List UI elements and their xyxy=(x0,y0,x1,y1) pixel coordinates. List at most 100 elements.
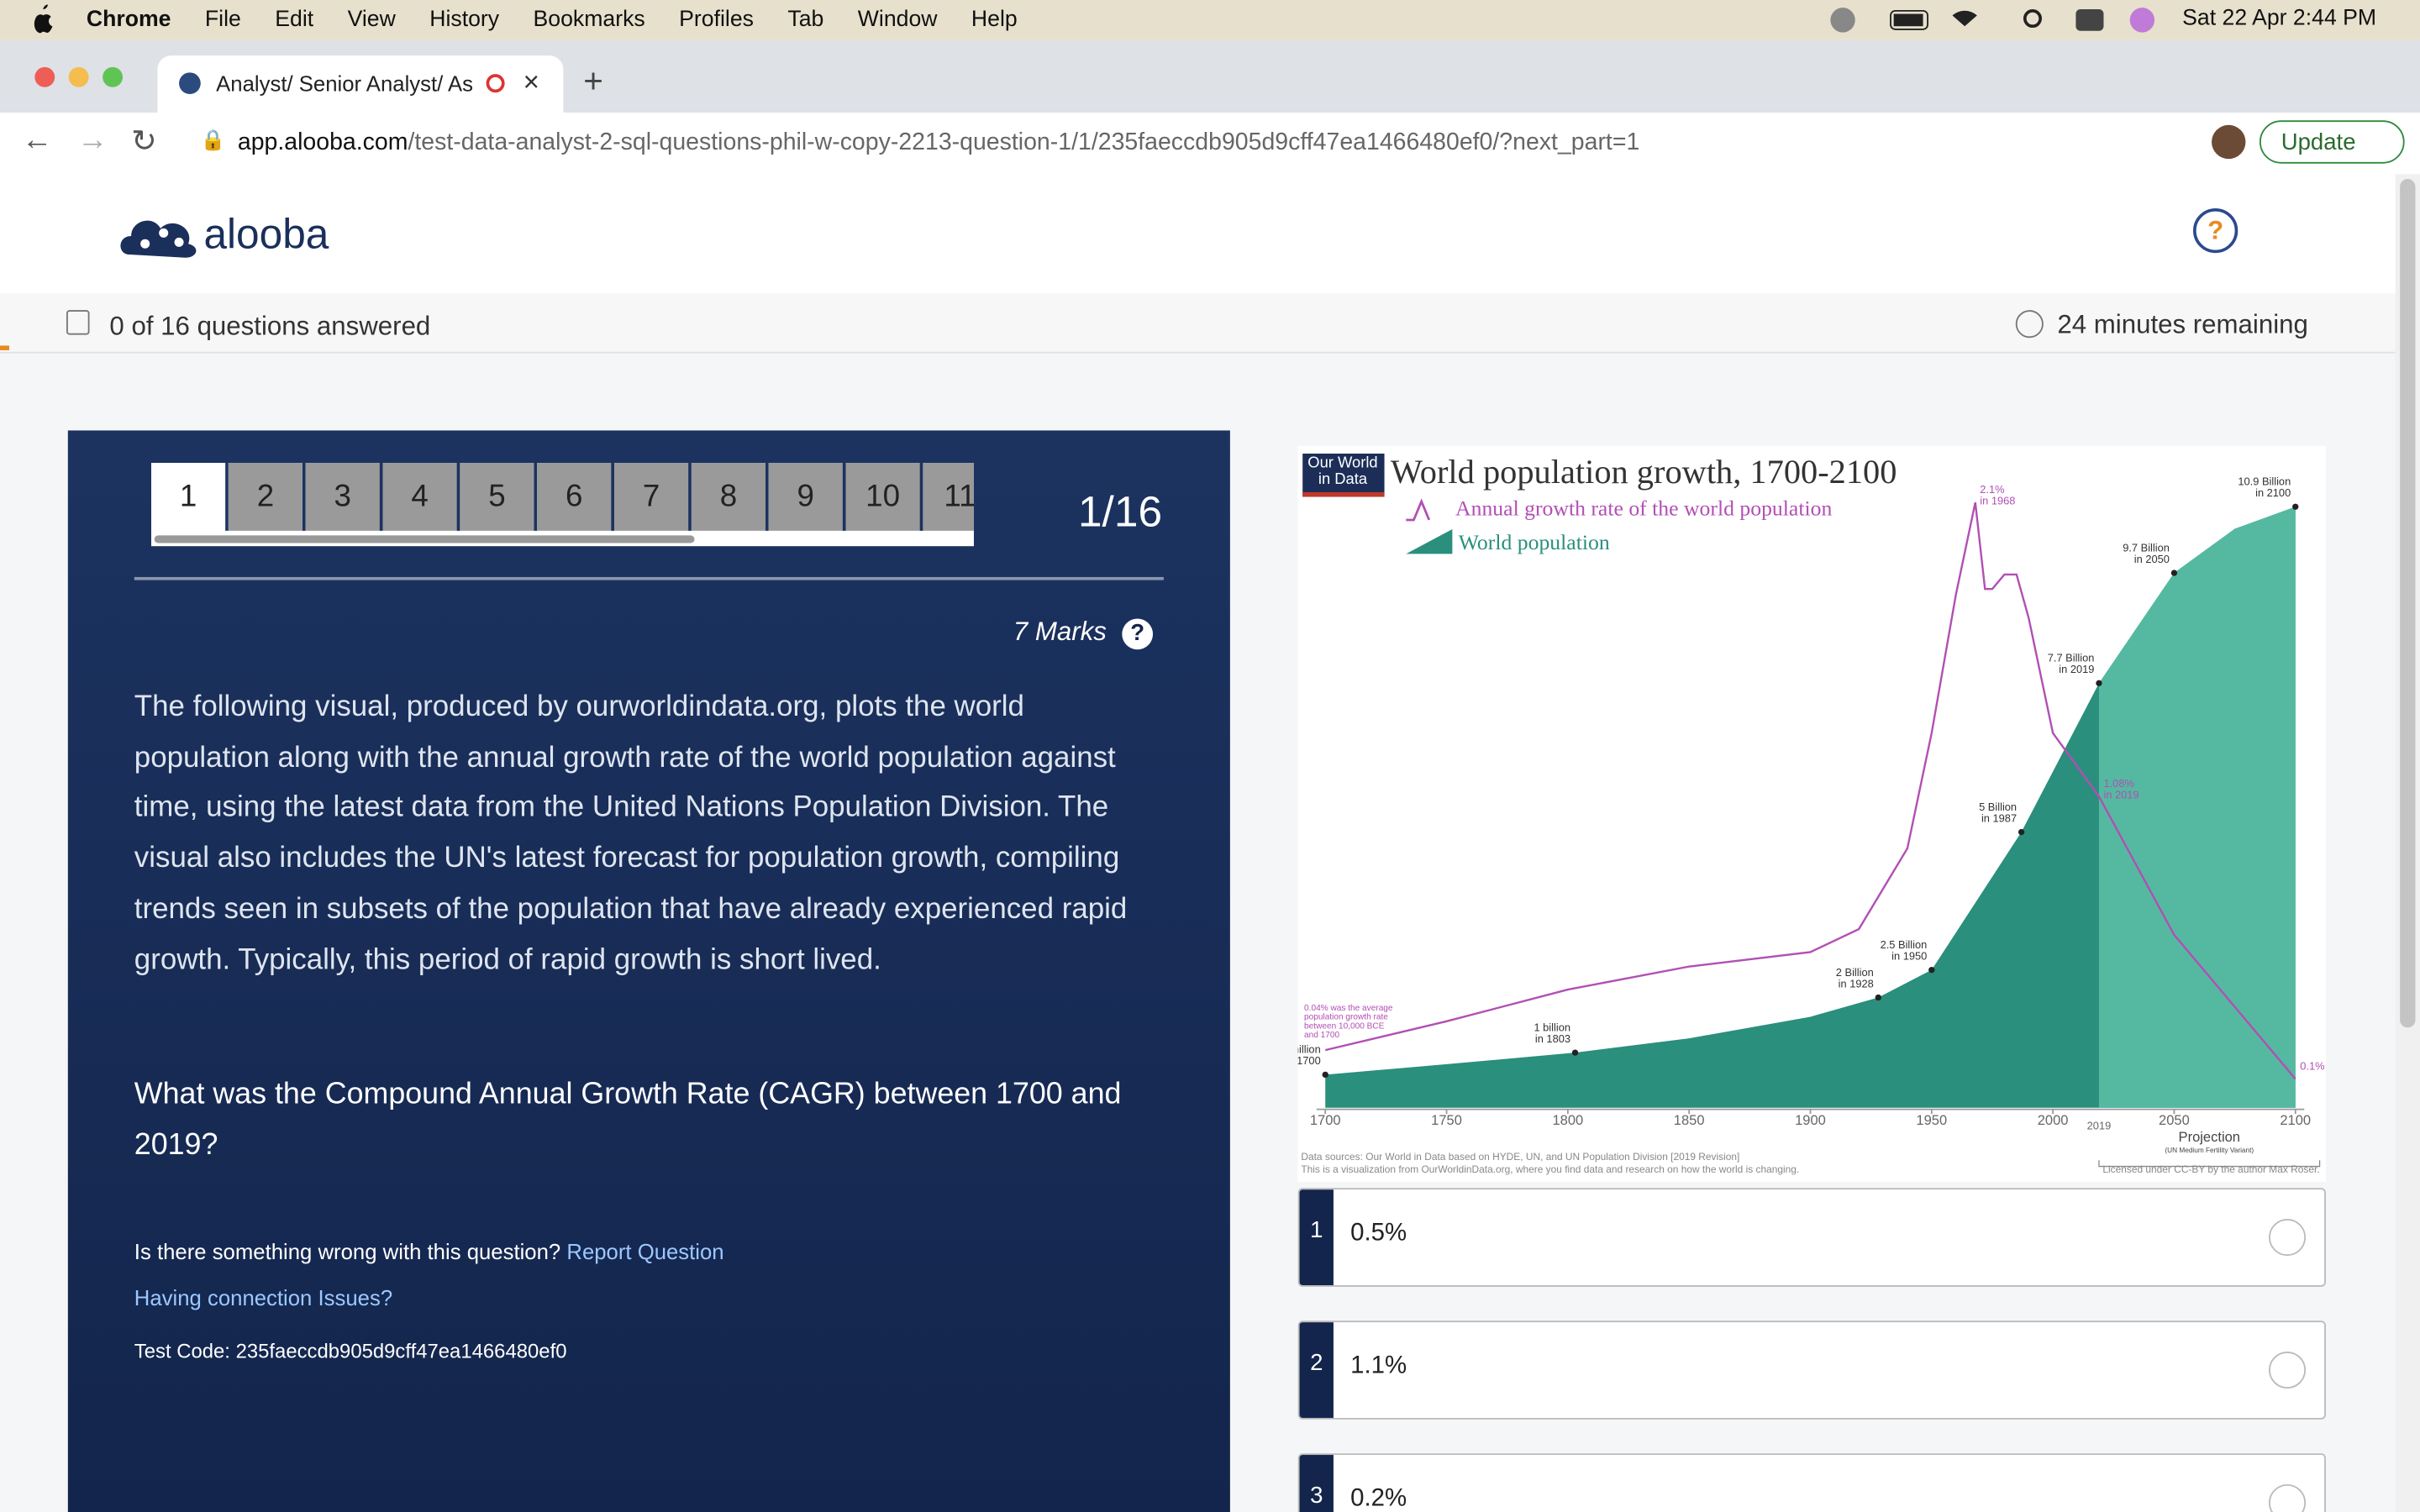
test-code: Test Code: 235faeccdb905d9cff47ea1466480… xyxy=(134,1339,567,1362)
x-tick-label: 1800 xyxy=(1552,1112,1583,1128)
question-body: The following visual, produced by ourwor… xyxy=(134,690,1128,976)
browser-tab[interactable]: Analyst/ Senior Analyst/ As × xyxy=(157,55,564,113)
data-point xyxy=(2096,680,2102,686)
url-field[interactable]: 🔒 app.alooba.com/test-data-analyst-2-sql… xyxy=(200,128,1640,156)
data-point xyxy=(1571,1049,1579,1056)
answer-option[interactable]: 3 0.2% xyxy=(1297,1453,2326,1512)
marks: 7 Marks xyxy=(1013,617,1107,647)
clock: Sat 22 Apr 2:44 PM xyxy=(2182,6,2377,31)
forward-button[interactable]: → xyxy=(76,123,108,158)
chart-title: World population growth, 1700-2100 xyxy=(1391,453,1897,491)
question-tab[interactable]: 4 xyxy=(382,463,460,531)
report-text: Is there something wrong with this quest… xyxy=(134,1238,561,1264)
x-tick-label: 1900 xyxy=(1795,1112,1826,1128)
projection-bracket xyxy=(2098,1160,2321,1168)
source-line: Data sources: Our World in Data based on… xyxy=(1301,1151,1739,1163)
projection-note: (UN Medium Fertility Variant) xyxy=(2165,1147,2254,1154)
window-controls[interactable] xyxy=(28,65,136,89)
question-tab[interactable]: 1 xyxy=(151,463,229,531)
answer-option[interactable]: 1 0.5% xyxy=(1297,1188,2326,1287)
question-position: 1/16 xyxy=(1077,487,1163,536)
legend-entry: World population xyxy=(1459,530,1610,554)
reload-button[interactable]: ↻ xyxy=(131,124,157,160)
data-point xyxy=(1928,966,1935,974)
x-tick-label: 2050 xyxy=(2159,1112,2190,1128)
menu-item[interactable]: Edit xyxy=(275,8,314,33)
data-label: 0.1% xyxy=(2300,1059,2324,1072)
data-point xyxy=(2170,570,2178,576)
legend-entry: Annual growth rate of the world populati… xyxy=(1455,496,1832,520)
report-link[interactable]: Report Question xyxy=(566,1238,724,1264)
question-tab[interactable]: 8 xyxy=(691,463,769,531)
menu-item[interactable]: History xyxy=(429,8,500,33)
data-label: 10.9 Billion in 2100 xyxy=(2238,475,2291,500)
url-host: app.alooba.com xyxy=(237,129,408,156)
data-label: 2.5 Billion in 1950 xyxy=(1881,938,1928,963)
scrollbar[interactable] xyxy=(2395,174,2420,1512)
apple-logo[interactable] xyxy=(0,0,87,40)
progress-bar: 0 of 16 questions answered 24 minutes re… xyxy=(0,292,2396,354)
data-point xyxy=(2292,503,2299,510)
radio[interactable] xyxy=(2269,1219,2307,1257)
update-button[interactable]: Update xyxy=(2259,120,2405,164)
question-prompt: What was the Compound Annual Growth Rate… xyxy=(134,1077,1122,1162)
address-bar: ← → ↻ Update xyxy=(0,113,2420,176)
question-tab[interactable]: 7 xyxy=(614,463,692,531)
connection-link[interactable]: Having connection Issues? xyxy=(134,1285,393,1310)
option-number: 2 xyxy=(1299,1322,1334,1418)
menu-item[interactable]: Window xyxy=(857,8,938,33)
marks-help[interactable]: ? xyxy=(1122,618,1154,650)
option-text: 0.2% xyxy=(1350,1485,1407,1512)
question-tab[interactable]: 3 xyxy=(305,463,383,531)
menu-item[interactable]: View xyxy=(347,8,396,33)
menu-item[interactable]: Tab xyxy=(787,8,824,33)
menu-item[interactable]: File xyxy=(204,8,241,33)
question-tab[interactable]: 5 xyxy=(460,463,538,531)
data-point xyxy=(1322,1071,1328,1079)
projection-start: 2019 xyxy=(2087,1119,2112,1131)
data-label: 1.08% in 2019 xyxy=(2103,777,2139,801)
x-tick-label: 1700 xyxy=(1310,1112,1341,1128)
growth-line xyxy=(1324,501,2296,1080)
new-tab[interactable]: + xyxy=(583,61,603,101)
site-header: alooba ? xyxy=(0,174,2396,295)
license: Licensed under CC-BY by the author Max R… xyxy=(2102,1163,2319,1175)
radio[interactable] xyxy=(2269,1483,2307,1512)
app-name[interactable]: Chrome xyxy=(86,8,171,33)
menu-bar: Chrome File Edit View History Bookmarks Profi… xyxy=(0,0,2420,40)
data-label: 2 Billion in 1928 xyxy=(1836,966,1874,990)
annotation: 0.04% was the average population growth r… xyxy=(1304,1004,1393,1040)
menu-item[interactable]: Help xyxy=(971,8,1018,33)
answered-count: 0 of 16 questions answered xyxy=(109,312,431,341)
population-area xyxy=(1325,507,2296,1108)
source-line: This is a visualization from OurWorldinD… xyxy=(1301,1163,1799,1175)
option-text: 1.1% xyxy=(1350,1352,1407,1380)
question-tab[interactable]: 11 xyxy=(923,463,974,531)
question-tab[interactable]: 6 xyxy=(537,463,615,531)
question-tab[interactable]: 9 xyxy=(768,463,846,531)
time-remaining: 24 minutes remaining xyxy=(2057,310,2308,340)
projection-area xyxy=(2098,507,2296,1108)
data-point xyxy=(1875,994,1881,1001)
option-number: 3 xyxy=(1299,1455,1334,1512)
status-icons xyxy=(1830,8,2155,33)
question-tab[interactable]: 10 xyxy=(845,463,923,531)
tab-title: Analyst/ Senior Analyst/ As xyxy=(216,71,474,96)
help-button[interactable]: ? xyxy=(2193,207,2238,254)
question-tab[interactable]: 2 xyxy=(228,463,306,531)
url-path: /test-data-analyst-2-sql-questions-phil-… xyxy=(408,129,1640,156)
radio[interactable] xyxy=(2269,1351,2307,1389)
x-tick-label: 1950 xyxy=(1916,1112,1947,1128)
x-tick-label: 1750 xyxy=(1431,1112,1462,1128)
x-tick-label: 2100 xyxy=(2280,1112,2311,1128)
menu-item[interactable]: Profiles xyxy=(679,8,754,33)
answer-option[interactable]: 2 1.1% xyxy=(1297,1320,2326,1420)
back-button[interactable]: ← xyxy=(21,123,53,158)
chart-image: Our World in Data World population growth… xyxy=(1297,445,2326,1182)
menu-item[interactable]: Bookmarks xyxy=(533,8,645,33)
logo-text[interactable]: alooba xyxy=(203,211,329,258)
x-tick-label: 1850 xyxy=(1674,1112,1705,1128)
data-label: 5 Billion in 1987 xyxy=(1979,801,2017,825)
data-label: 1 billion in 1803 xyxy=(1534,1021,1570,1044)
